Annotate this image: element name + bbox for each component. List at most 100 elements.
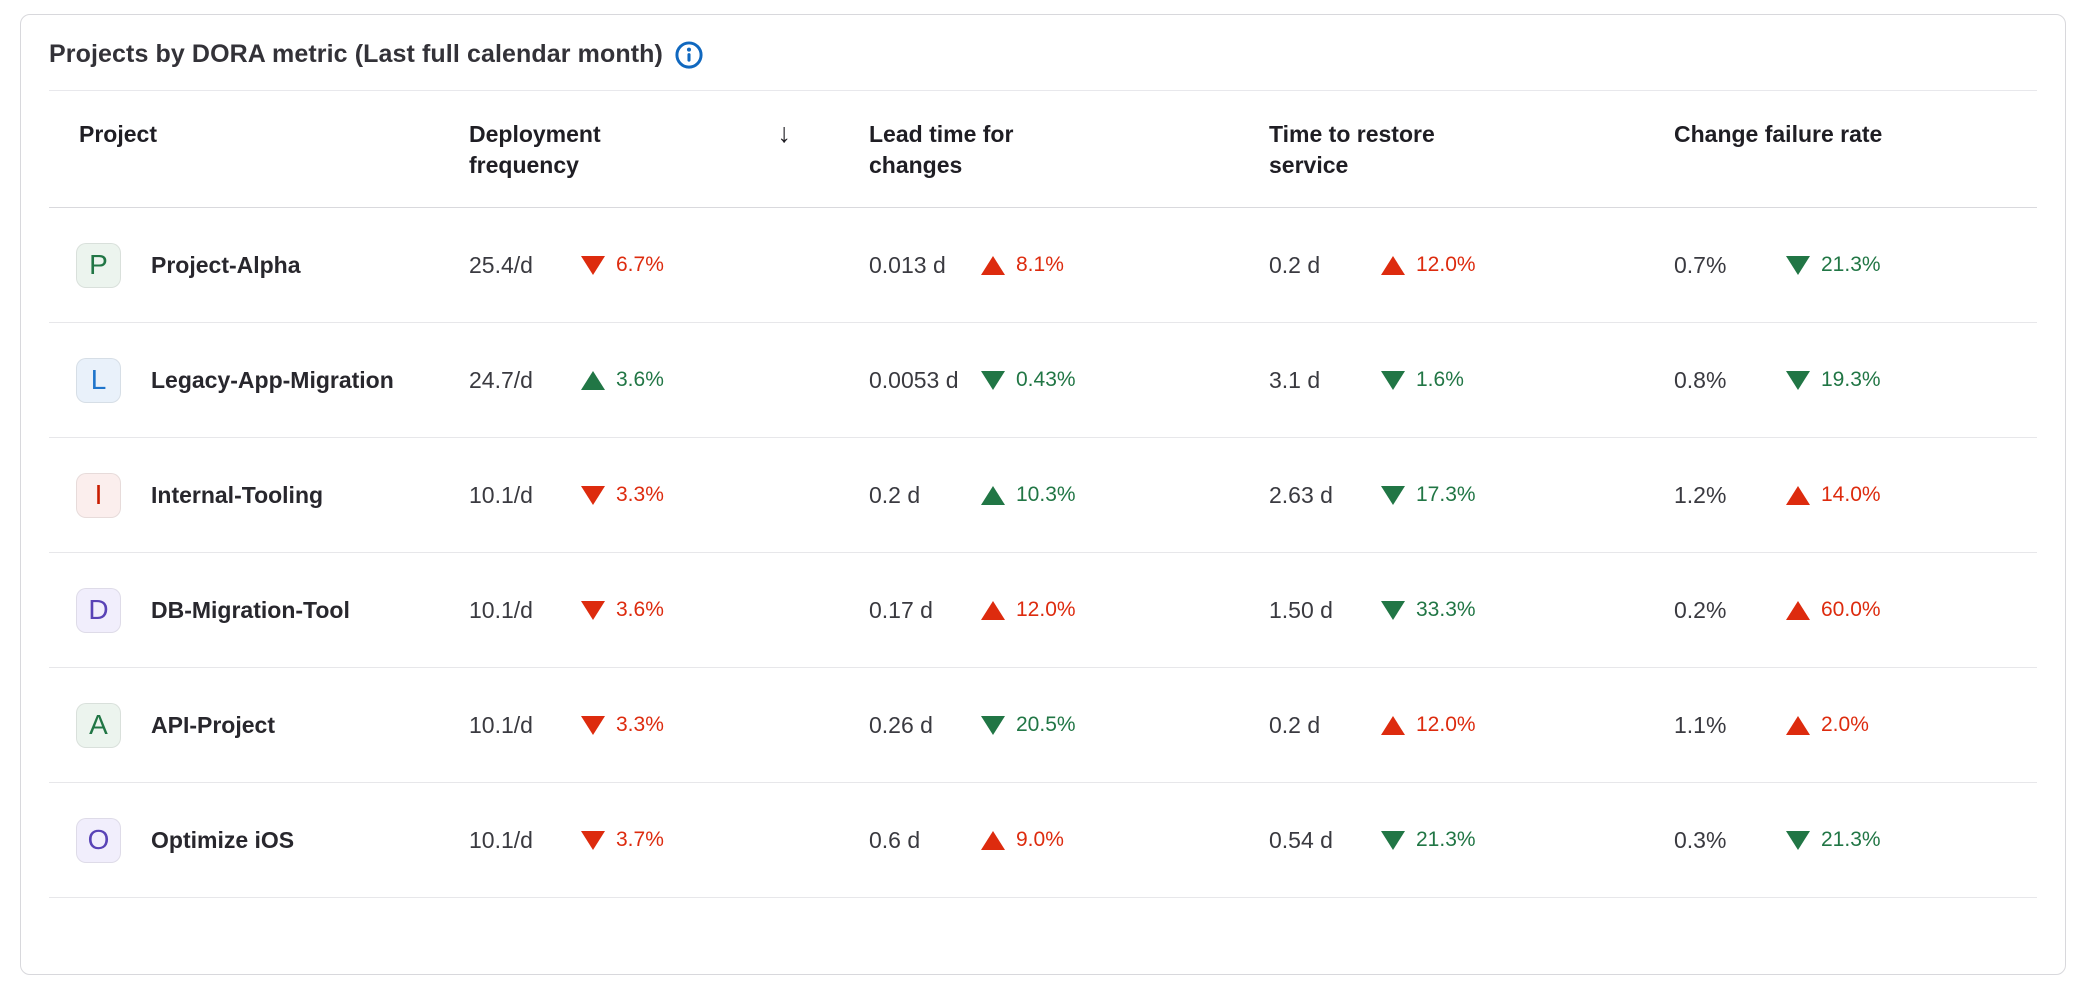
- project-avatar[interactable]: P: [76, 242, 121, 288]
- project-name[interactable]: Legacy-App-Migration: [151, 366, 394, 393]
- trend-down-icon: [1381, 370, 1405, 390]
- column-label: Change failure rate: [1674, 121, 1883, 147]
- metric-value: 1.2%: [1674, 481, 1727, 508]
- table-row: O Optimize iOS 10.1/d 3.7% 0.6 d 9.0% 0.…: [49, 783, 2037, 899]
- project-name[interactable]: Project-Alpha: [151, 251, 301, 278]
- metric-cell: 0.2 d 10.3%: [869, 482, 1269, 509]
- trend-down-icon: [1786, 255, 1810, 275]
- trend-down-icon: [581, 485, 605, 505]
- project-cell: L Legacy-App-Migration: [49, 357, 469, 403]
- metric-cell: 25.4/d 6.7%: [469, 252, 869, 279]
- trend: 20.5%: [981, 713, 1076, 737]
- metric-cell: 1.1% 2.0%: [1674, 712, 2037, 739]
- trend-up-icon: [581, 370, 605, 390]
- information-icon[interactable]: [675, 40, 703, 69]
- project-name[interactable]: Internal-Tooling: [151, 481, 324, 508]
- metric-value: 2.63 d: [1269, 481, 1333, 508]
- metric-cell: 0.8% 19.3%: [1674, 367, 2037, 394]
- trend: 8.1%: [981, 253, 1064, 277]
- column-label: Project: [79, 121, 157, 147]
- trend-down-icon: [1381, 485, 1405, 505]
- trend-down-icon: [981, 370, 1005, 390]
- column-header-time-to-restore[interactable]: Time to restore service: [1269, 91, 1674, 207]
- trend-value: 6.7%: [616, 253, 664, 277]
- table-header-row: Project Deployment frequency ↓ Lead time…: [49, 91, 2037, 209]
- column-header-deployment-frequency[interactable]: Deployment frequency ↓: [469, 91, 869, 207]
- project-avatar[interactable]: I: [76, 472, 121, 518]
- metric-cell: 0.54 d 21.3%: [1269, 827, 1674, 854]
- metric-cell: 0.26 d 20.5%: [869, 712, 1269, 739]
- project-avatar[interactable]: L: [76, 357, 121, 403]
- metric-value: 0.8%: [1674, 366, 1727, 393]
- table-row: A API-Project 10.1/d 3.3% 0.26 d 20.5% 0…: [49, 668, 2037, 784]
- metric-value: 10.1/d: [469, 596, 533, 623]
- trend: 19.3%: [1786, 368, 1881, 392]
- project-avatar[interactable]: D: [76, 587, 121, 633]
- trend: 3.6%: [581, 598, 664, 622]
- metric-cell: 0.013 d 8.1%: [869, 252, 1269, 279]
- project-avatar[interactable]: A: [76, 702, 121, 748]
- trend: 3.3%: [581, 483, 664, 507]
- metric-value: 0.3%: [1674, 826, 1727, 853]
- sort-descending-icon[interactable]: ↓: [777, 118, 792, 148]
- trend-value: 12.0%: [1416, 713, 1476, 737]
- trend-value: 17.3%: [1416, 483, 1476, 507]
- trend: 21.3%: [1381, 828, 1476, 852]
- trend: 60.0%: [1786, 598, 1881, 622]
- trend: 0.43%: [981, 368, 1076, 392]
- trend-value: 20.5%: [1016, 713, 1076, 737]
- project-name[interactable]: API-Project: [151, 711, 275, 738]
- trend-value: 21.3%: [1821, 828, 1881, 852]
- column-header-change-failure-rate[interactable]: Change failure rate: [1674, 91, 2037, 207]
- column-header-lead-time[interactable]: Lead time for changes: [869, 91, 1269, 207]
- trend-value: 12.0%: [1016, 598, 1076, 622]
- metric-value: 0.2%: [1674, 596, 1727, 623]
- trend: 17.3%: [1381, 483, 1476, 507]
- trend: 1.6%: [1381, 368, 1464, 392]
- table-row: D DB-Migration-Tool 10.1/d 3.6% 0.17 d 1…: [49, 553, 2037, 669]
- trend-value: 3.3%: [616, 713, 664, 737]
- metric-cell: 0.0053 d 0.43%: [869, 367, 1269, 394]
- project-name[interactable]: Optimize iOS: [151, 826, 295, 853]
- trend: 10.3%: [981, 483, 1076, 507]
- dora-metrics-card: Projects by DORA metric (Last full calen…: [20, 14, 2066, 975]
- project-name[interactable]: DB-Migration-Tool: [151, 596, 350, 623]
- metric-value: 1.50 d: [1269, 596, 1333, 623]
- trend: 12.0%: [1381, 253, 1476, 277]
- trend-down-icon: [1786, 370, 1810, 390]
- metric-value: 24.7/d: [469, 366, 533, 393]
- trend-down-icon: [581, 715, 605, 735]
- trend-value: 60.0%: [1821, 598, 1881, 622]
- metric-value: 10.1/d: [469, 711, 533, 738]
- project-avatar[interactable]: O: [76, 817, 121, 863]
- metric-cell: 0.2% 60.0%: [1674, 597, 2037, 624]
- trend-value: 3.3%: [616, 483, 664, 507]
- metric-value: 1.1%: [1674, 711, 1727, 738]
- column-header-project[interactable]: Project: [49, 91, 469, 207]
- trend-up-icon: [1786, 715, 1810, 735]
- project-cell: P Project-Alpha: [49, 242, 469, 288]
- trend-value: 19.3%: [1821, 368, 1881, 392]
- trend-value: 33.3%: [1416, 598, 1476, 622]
- trend-value: 3.6%: [616, 598, 664, 622]
- trend-down-icon: [581, 830, 605, 850]
- table-row: P Project-Alpha 25.4/d 6.7% 0.013 d 8.1%…: [49, 208, 2037, 324]
- trend-value: 3.7%: [616, 828, 664, 852]
- trend-value: 3.6%: [616, 368, 664, 392]
- trend-up-icon: [981, 600, 1005, 620]
- trend-up-icon: [1786, 485, 1810, 505]
- project-cell: I Internal-Tooling: [49, 472, 469, 518]
- trend: 6.7%: [581, 253, 664, 277]
- trend-up-icon: [981, 830, 1005, 850]
- trend: 21.3%: [1786, 253, 1881, 277]
- trend-up-icon: [1381, 255, 1405, 275]
- card-header: Projects by DORA metric (Last full calen…: [49, 15, 2037, 91]
- project-cell: D DB-Migration-Tool: [49, 587, 469, 633]
- metric-cell: 10.1/d 3.6%: [469, 597, 869, 624]
- metric-value: 0.6 d: [869, 826, 921, 853]
- metric-value: 10.1/d: [469, 826, 533, 853]
- table-row: L Legacy-App-Migration 24.7/d 3.6% 0.005…: [49, 323, 2037, 439]
- table-body: P Project-Alpha 25.4/d 6.7% 0.013 d 8.1%…: [49, 208, 2037, 899]
- trend: 12.0%: [981, 598, 1076, 622]
- trend-down-icon: [1786, 830, 1810, 850]
